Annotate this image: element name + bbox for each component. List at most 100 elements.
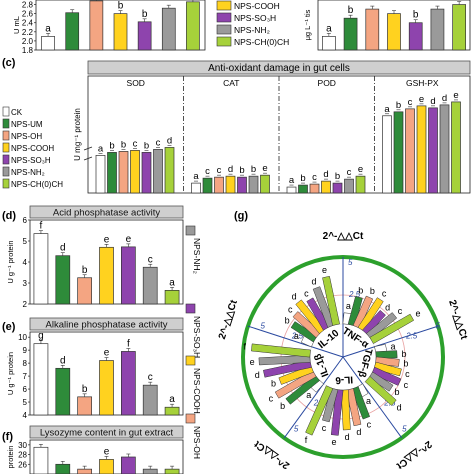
axis-tick-label: 2.5	[348, 290, 361, 299]
panel-title-box	[87, 60, 471, 75]
radar-bar-IL-10-NPS-CH(O)CH	[322, 275, 340, 326]
significance-letter: a	[384, 104, 390, 115]
bar-POD-NPS-CH(O)CH	[355, 175, 366, 194]
bar-NPS-SO3H	[121, 246, 136, 305]
y-tick-label: 5	[23, 237, 28, 246]
significance-letter: c	[156, 137, 161, 148]
legend-label: NPS-NH₂	[11, 168, 45, 177]
bar-NPS-NH2	[142, 266, 158, 305]
radar-bar-IL-6-NPS-OH	[346, 388, 362, 427]
legend-swatch	[216, 0, 232, 11]
y-axis-label: μg L⁻¹ tis	[303, 9, 312, 40]
y-axis-label: U mL	[12, 16, 21, 34]
radar-bar-TNF-α-NPS-UM	[347, 296, 363, 327]
y-tick-label: 10	[18, 333, 27, 342]
bar-CK	[322, 36, 336, 51]
bar-NPS-COOH	[99, 459, 114, 474]
significance-letter: f	[127, 338, 130, 349]
radar-bar-TGF-β-NPS-SO3H	[371, 366, 402, 386]
radar-bar-TNF-α-NPS-SO3H	[362, 309, 386, 336]
group-label: GSH-PX	[406, 78, 439, 88]
bar-SOD-CK	[95, 155, 106, 194]
radar-bar-IL-6-NPS-NH2	[322, 387, 339, 423]
significance-letter: c	[404, 380, 409, 390]
legend-label: NPS-CH(0)CH	[234, 37, 289, 47]
significance-letter: b	[82, 384, 88, 395]
bar-CAT-NPS-UM	[202, 177, 213, 194]
bar-POD-NPS-SO3H	[332, 182, 343, 194]
panel-c: Anti-oxidant damage in gut cells U mg⁻¹ p…	[73, 60, 471, 194]
y-tick-label: 3	[23, 279, 28, 288]
y-axis-label: U g⁻¹ protein	[6, 240, 15, 283]
legend-label: NPS-SO₃H	[11, 156, 51, 165]
legend-swatch	[2, 166, 10, 177]
bar-NPS-CH(O)CH	[164, 406, 180, 416]
bar-SOD-NPS-CH(O)CH	[164, 147, 175, 194]
bar-POD-NPS-OH	[309, 183, 320, 194]
y-tick-label: 8	[23, 359, 28, 368]
panel-label-g: (g)	[234, 210, 248, 222]
bar-CK	[33, 233, 49, 305]
bar-NPS-OH	[77, 468, 92, 474]
plot-frame	[29, 439, 184, 474]
radar-axis	[342, 325, 439, 358]
significance-letter: c	[322, 423, 327, 433]
significance-letter: a	[169, 277, 175, 288]
significance-letter: a	[346, 301, 351, 311]
significance-letter: d	[442, 93, 447, 104]
significance-letter: c	[312, 172, 317, 183]
legend-swatch	[2, 106, 10, 117]
legend-swatch	[185, 413, 196, 424]
significance-letter: b	[396, 100, 401, 111]
axis-title: 2^-△△Ct	[394, 438, 434, 471]
significance-letter: b	[335, 171, 340, 182]
significance-letter: e	[322, 265, 327, 275]
legend-swatch	[2, 130, 10, 141]
legend-label: NPS-OH	[192, 426, 202, 459]
significance-letter: c	[148, 254, 153, 265]
bar-GSH-PX-NPS-NH2	[439, 104, 450, 194]
axis-title: 2^-△△Ct	[252, 438, 292, 471]
significance-letter: e	[104, 234, 110, 245]
y-axis-label: protein	[6, 446, 15, 469]
y-tick-label: 4	[23, 411, 28, 420]
radar-bar-IL-10-NPS-UM	[290, 321, 318, 343]
gene-label: IL-1β	[313, 352, 332, 378]
significance-letter: a	[169, 394, 175, 405]
y-tick-label: 6	[23, 385, 28, 394]
significance-letter: d	[311, 276, 316, 286]
bar-CAT-NPS-NH2	[248, 175, 259, 194]
bar-NPS-SO3H	[121, 456, 136, 474]
legend-swatch	[2, 118, 10, 129]
significance-letter: b	[285, 316, 290, 326]
bar-GSH-PX-NPS-SO3H	[428, 107, 438, 194]
bar-NPS-SO3H	[408, 22, 423, 51]
y-tick-label: 7	[23, 372, 28, 381]
y-tick-label: 26	[18, 460, 27, 469]
gene-label: IL-6	[335, 374, 354, 386]
group-label: POD	[318, 78, 336, 88]
y-tick-label: 4	[23, 258, 28, 267]
legend-swatch	[2, 178, 10, 189]
significance-letter: c	[382, 289, 387, 299]
legend-label: NPS-COOH	[11, 144, 54, 153]
legend-swatch	[185, 225, 196, 236]
panel-title-box	[29, 205, 184, 219]
bar-NPS-CH(O)CH	[452, 4, 466, 51]
axis-tick-label: 2.5	[291, 331, 304, 340]
significance-letter: b	[395, 387, 400, 397]
legend-label: NPS-OH	[11, 132, 42, 141]
panel-title: Alkaline phosphatase activity	[46, 320, 168, 331]
bar-NPS-UM	[55, 255, 71, 305]
radar-bar-IL-10-NPS-OH	[292, 311, 322, 338]
significance-letter: d	[323, 169, 328, 180]
panel-title: Anti-oxidant damage in gut cells	[208, 63, 350, 74]
bar-SOD-NPS-SO3H	[141, 152, 152, 194]
significance-letter: b	[251, 164, 256, 175]
panel-label-d: (d)	[2, 210, 16, 222]
bar-NPS-NH2	[142, 384, 158, 416]
radar-bar-TNF-α-NPS-COOH	[357, 297, 384, 332]
significance-letter: b	[239, 165, 244, 176]
legend-c: CK NPS-UM NPS-OH NPS-COOH NPS-SO₃H NPS-NH₂ NPS…	[2, 106, 63, 189]
significance-letter: b	[348, 5, 354, 16]
